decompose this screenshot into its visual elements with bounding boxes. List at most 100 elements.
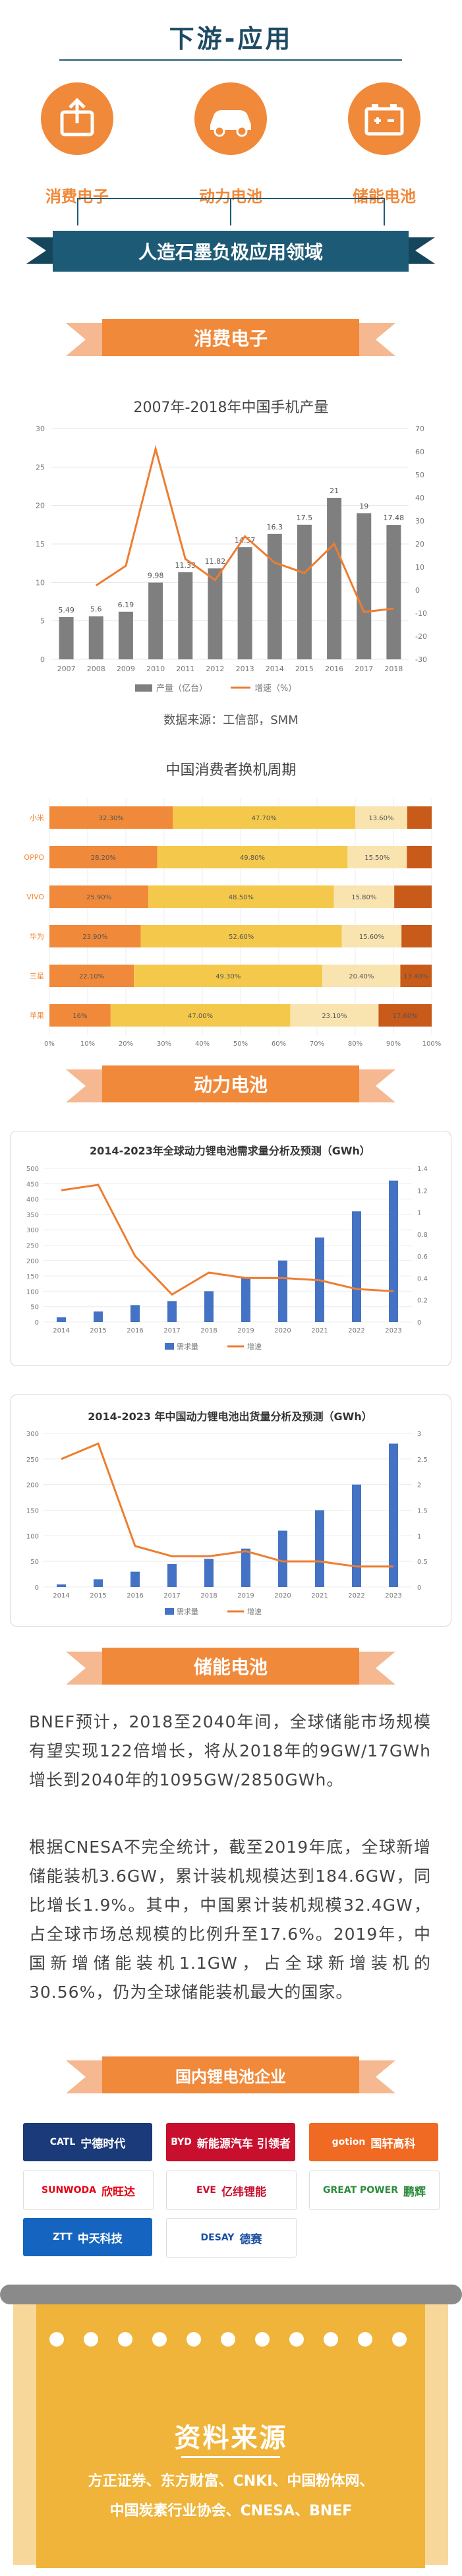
bar bbox=[278, 1530, 287, 1587]
bar bbox=[352, 1211, 361, 1322]
company-logos: CATL 宁德时代 BYD 新能源汽车 引领者 gotion 国轩高科 SUNWODA 欣旺达… bbox=[23, 2123, 440, 2261]
x-tick-label: 80% bbox=[348, 1040, 362, 1048]
y-tick-label: 25 bbox=[36, 463, 45, 471]
sources-line-2: 中国炭素行业协会、CNESA、BNEF bbox=[109, 2503, 353, 2519]
x-tick-label: 90% bbox=[386, 1040, 401, 1048]
x-tick-label: 2009 bbox=[117, 665, 135, 673]
car-icon bbox=[194, 82, 267, 155]
bar-segment bbox=[341, 925, 402, 947]
company-logo-name: 亿纬锂能 bbox=[221, 2185, 266, 2199]
data-label: 16% bbox=[72, 1013, 87, 1020]
data-label: 5.6 bbox=[90, 605, 102, 614]
bar bbox=[88, 616, 103, 659]
company-logo-sub: ZTT bbox=[53, 2232, 72, 2242]
y2-tick-label: 0 bbox=[415, 586, 420, 595]
bar-segment bbox=[173, 806, 355, 829]
x-tick-label: 2017 bbox=[163, 1327, 180, 1334]
x-tick-label: 2017 bbox=[163, 1592, 180, 1600]
data-label: 25.90% bbox=[86, 894, 111, 901]
data-label: 15.50% bbox=[364, 854, 390, 862]
data-label: 16.3 bbox=[267, 523, 283, 531]
data-label: 5.49 bbox=[58, 606, 74, 614]
data-label: 47.70% bbox=[252, 815, 277, 822]
x-tick-label: 2022 bbox=[348, 1592, 364, 1600]
legend-growth: 增速（%） bbox=[254, 684, 297, 694]
y-tick-label: 5 bbox=[40, 617, 45, 626]
bar-segment bbox=[394, 885, 432, 908]
bar bbox=[278, 1260, 287, 1322]
x-tick-label: 70% bbox=[310, 1040, 324, 1048]
x-tick-label: 2012 bbox=[206, 665, 224, 673]
x-tick-label: 2022 bbox=[348, 1327, 364, 1334]
global-demand-card bbox=[10, 1131, 451, 1366]
legend-growth: 增速 bbox=[247, 1607, 262, 1616]
bar bbox=[178, 572, 193, 659]
company-logo: EVE 亿纬锂能 bbox=[166, 2171, 297, 2210]
data-label: 15.80% bbox=[351, 894, 376, 901]
x-tick-label: 2020 bbox=[274, 1592, 291, 1600]
dot-icon bbox=[324, 2332, 338, 2347]
y-tick-label: 50 bbox=[30, 1304, 39, 1311]
dot-icon bbox=[118, 2332, 132, 2347]
data-label: 13.60% bbox=[368, 815, 393, 822]
x-tick-label: 2013 bbox=[236, 665, 254, 673]
bar bbox=[352, 1484, 361, 1587]
y-tick-label: 0 bbox=[35, 1319, 39, 1327]
y2-tick-label: -20 bbox=[415, 632, 427, 641]
bar bbox=[57, 1584, 66, 1587]
bar-segment bbox=[49, 806, 173, 829]
section-power-ribbon: 动力电池 bbox=[66, 1065, 395, 1102]
bar-segment bbox=[134, 965, 323, 987]
x-tick-label: 2021 bbox=[311, 1592, 328, 1600]
bar bbox=[357, 513, 372, 659]
y-tick-label: 150 bbox=[26, 1273, 39, 1280]
bar-segment bbox=[407, 806, 432, 829]
y2-tick-label: 1.2 bbox=[417, 1187, 428, 1195]
x-tick-label: 2018 bbox=[384, 665, 403, 673]
data-label: 23.90% bbox=[82, 934, 107, 941]
y-tick-label: 200 bbox=[26, 1482, 39, 1489]
x-tick-label: 2016 bbox=[127, 1327, 143, 1334]
y2-tick-label: 0.5 bbox=[417, 1559, 428, 1566]
bar bbox=[130, 1305, 140, 1322]
x-tick-label: 2007 bbox=[57, 665, 76, 673]
x-tick-label: 30% bbox=[157, 1040, 171, 1048]
header-underline bbox=[59, 59, 402, 61]
y2-tick-label: -10 bbox=[415, 609, 427, 618]
legend-swatch-demand bbox=[165, 1343, 174, 1350]
data-label: 20.40% bbox=[349, 973, 374, 980]
company-logo-sub: EVE bbox=[196, 2185, 216, 2196]
bar bbox=[204, 1559, 214, 1587]
bar bbox=[267, 533, 282, 659]
bar bbox=[241, 1548, 250, 1587]
y2-tick-label: 30 bbox=[415, 517, 424, 525]
sources-card bbox=[36, 2304, 425, 2568]
y-tick-label: 200 bbox=[26, 1258, 39, 1265]
bar-segment bbox=[49, 1004, 111, 1027]
x-tick-label: 2017 bbox=[355, 665, 373, 673]
y-tick-label: 0 bbox=[35, 1584, 39, 1592]
company-logo: BYD 新能源汽车 引领者 bbox=[166, 2123, 295, 2161]
bar bbox=[167, 1564, 177, 1587]
x-tick-label: 2015 bbox=[295, 665, 314, 673]
company-logo: DESAY 德赛 bbox=[166, 2218, 297, 2258]
x-tick-label: 0% bbox=[44, 1040, 55, 1048]
section-storage-ribbon: 储能电池 bbox=[66, 1648, 395, 1685]
y-tick-label: 苹果 bbox=[30, 1011, 44, 1020]
y-tick-label: 15 bbox=[36, 540, 45, 549]
data-label: 52.60% bbox=[229, 934, 254, 941]
data-label: 49.80% bbox=[240, 854, 265, 862]
bar-segment bbox=[378, 1004, 432, 1027]
sources-card-bar bbox=[0, 2285, 462, 2304]
y-tick-label: 450 bbox=[26, 1181, 39, 1188]
growth-line bbox=[95, 444, 394, 613]
connector-bar bbox=[77, 198, 385, 199]
growth-line bbox=[61, 1183, 394, 1296]
bar bbox=[241, 1278, 250, 1322]
y-tick-label: 100 bbox=[26, 1288, 39, 1296]
y2-tick-label: 1.5 bbox=[417, 1508, 428, 1515]
x-tick-label: 2016 bbox=[325, 665, 343, 673]
x-tick-label: 2018 bbox=[200, 1592, 217, 1600]
phone-chart-source: 数据来源：工信部，SMM bbox=[163, 713, 299, 727]
sources-title-underline bbox=[181, 2456, 280, 2458]
